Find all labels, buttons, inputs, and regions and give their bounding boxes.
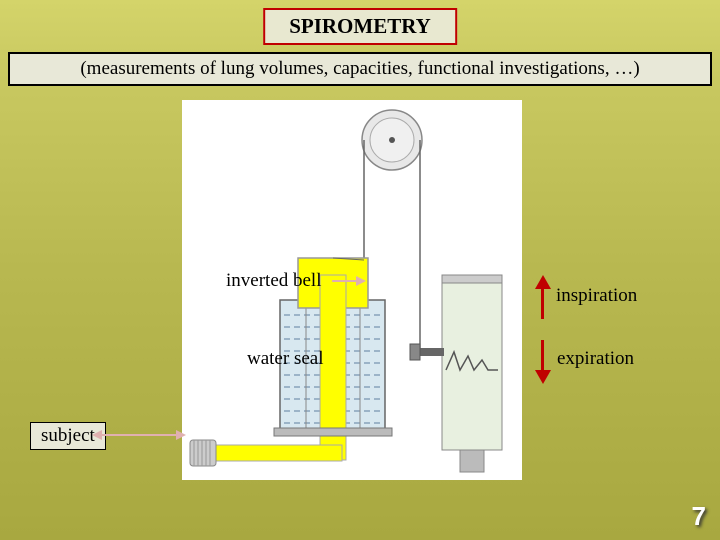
subtitle-box: (measurements of lung volumes, capacitie… (8, 52, 712, 86)
title-text: SPIROMETRY (289, 14, 431, 38)
label-inverted-bell: inverted bell (226, 270, 322, 292)
arrowhead-inverted-bell (356, 276, 366, 286)
label-inspiration: inspiration (556, 285, 637, 307)
subtitle-text: (measurements of lung volumes, capacitie… (80, 58, 639, 79)
label-expiration: expiration (557, 348, 634, 370)
page-number: 7 (692, 501, 706, 532)
arrowhead-subject-r (176, 430, 186, 440)
arrow-inverted-bell (332, 280, 358, 282)
arrow-subject (100, 434, 178, 436)
up-arrow-icon (535, 275, 551, 319)
down-arrow-icon (535, 340, 551, 384)
arrowhead-subject-l (92, 430, 102, 440)
title-box: SPIROMETRY (263, 8, 457, 45)
label-water-seal: water seal (247, 348, 323, 370)
